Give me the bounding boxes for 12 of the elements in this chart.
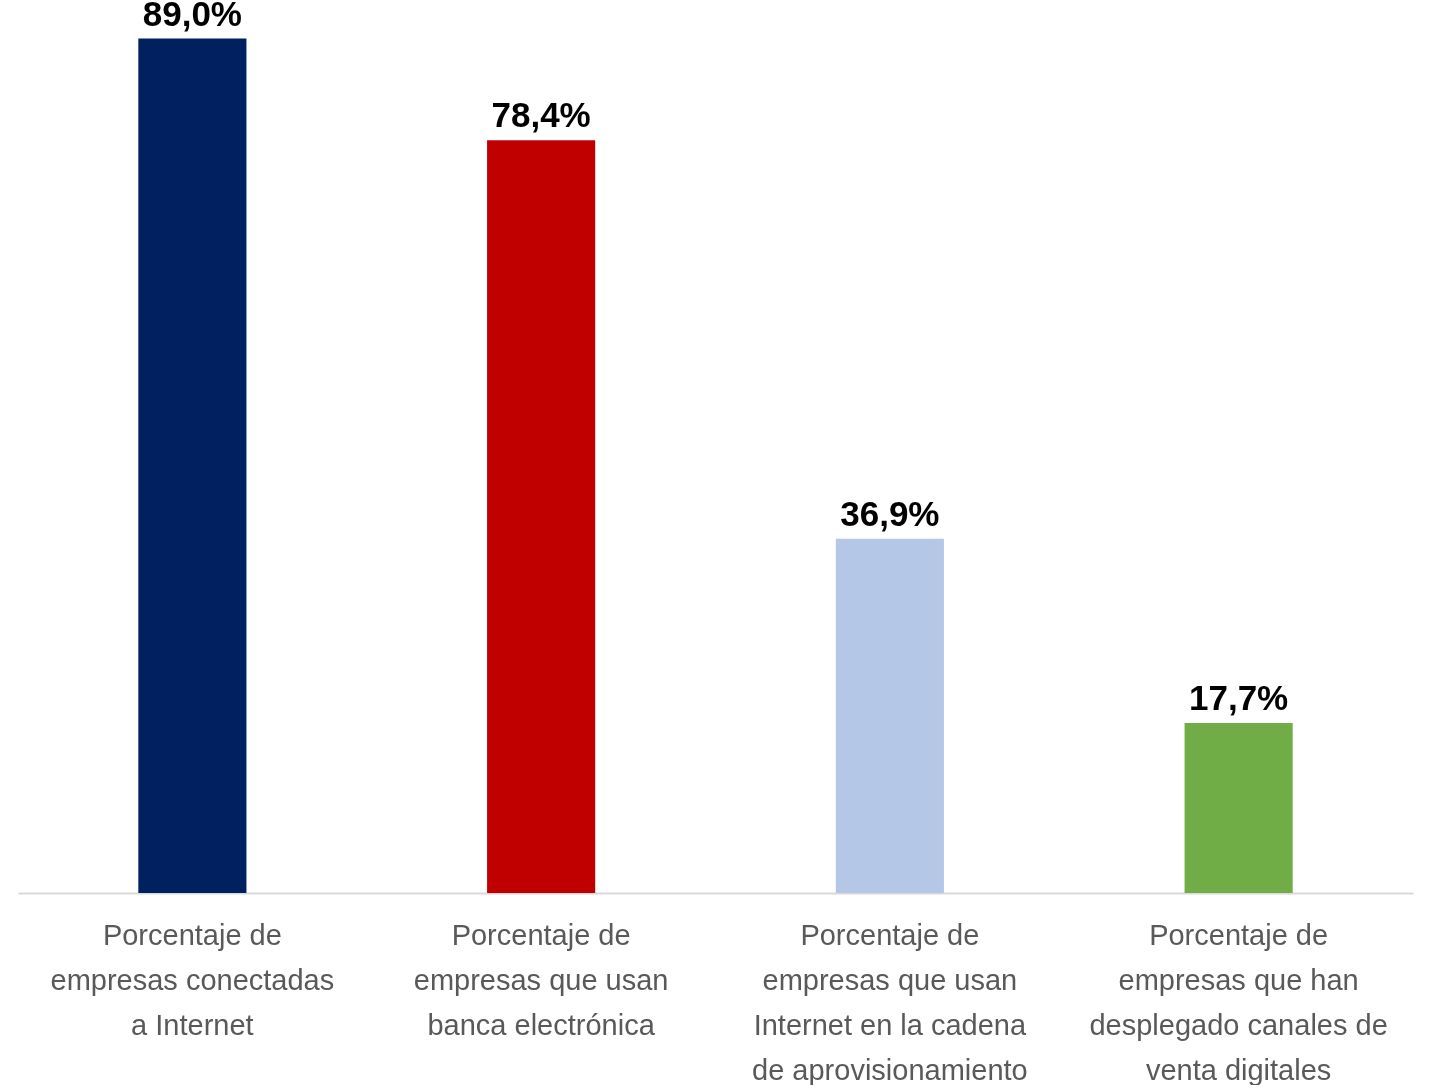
data-label: 89,0% bbox=[142, 0, 242, 33]
data-label: 36,9% bbox=[840, 493, 940, 533]
bar bbox=[138, 38, 247, 893]
data-label: 78,4% bbox=[491, 95, 591, 135]
bar bbox=[835, 538, 944, 893]
x-tick-label: Porcentaje de empresas que usan Internet en la cadena de aprovisionamiento bbox=[752, 918, 1028, 1086]
x-tick-label: Porcentaje de empresas que usan banca electrónica bbox=[413, 918, 669, 1041]
bar bbox=[1184, 723, 1293, 893]
data-label: 17,7% bbox=[1189, 678, 1289, 718]
x-tick-label: Porcentaje de empresas conectadas a Internet bbox=[50, 918, 335, 1041]
bar bbox=[487, 140, 596, 893]
x-tick-label: Porcentaje de empresas que han desplegado canales de venta digitales bbox=[1089, 918, 1388, 1086]
